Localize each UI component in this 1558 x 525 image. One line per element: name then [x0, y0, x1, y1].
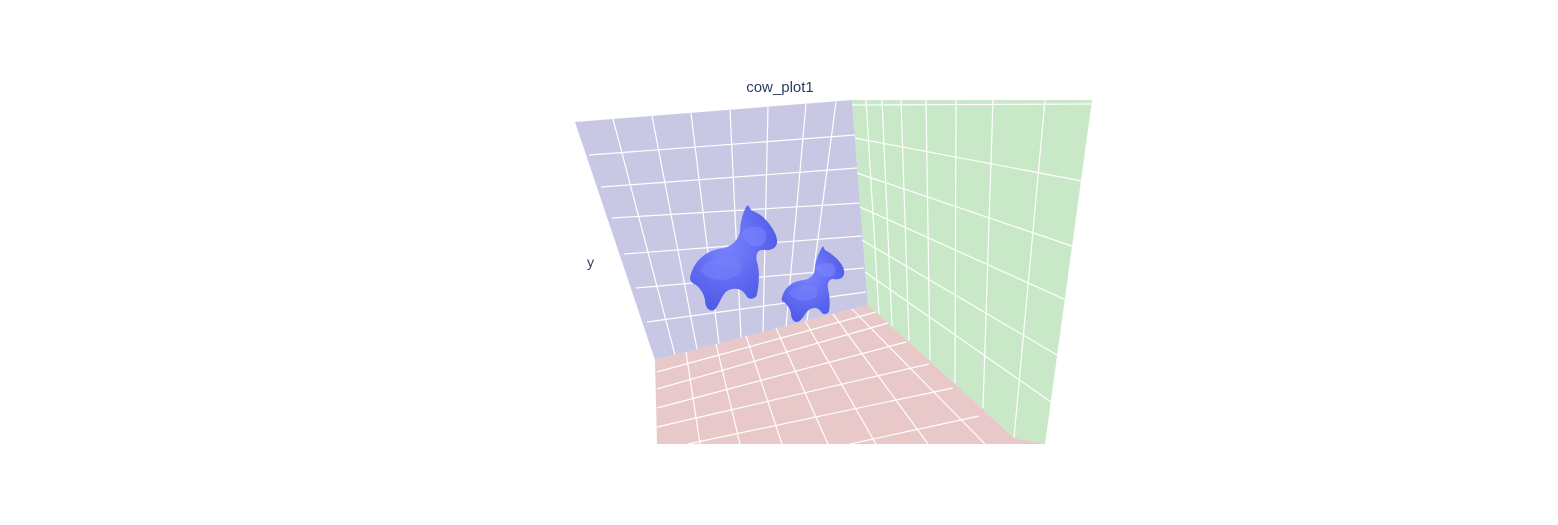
chart-title: cow_plot1 — [746, 79, 814, 96]
cow-mesh-1[interactable] — [690, 205, 778, 311]
side-wall-grid — [851, 99, 1092, 439]
cow-mesh-2[interactable] — [781, 246, 845, 322]
side-wall-plane — [852, 100, 1092, 444]
floor-plane — [655, 305, 1045, 444]
y-axis-label: y — [587, 254, 594, 270]
floor-grid — [656, 308, 986, 445]
